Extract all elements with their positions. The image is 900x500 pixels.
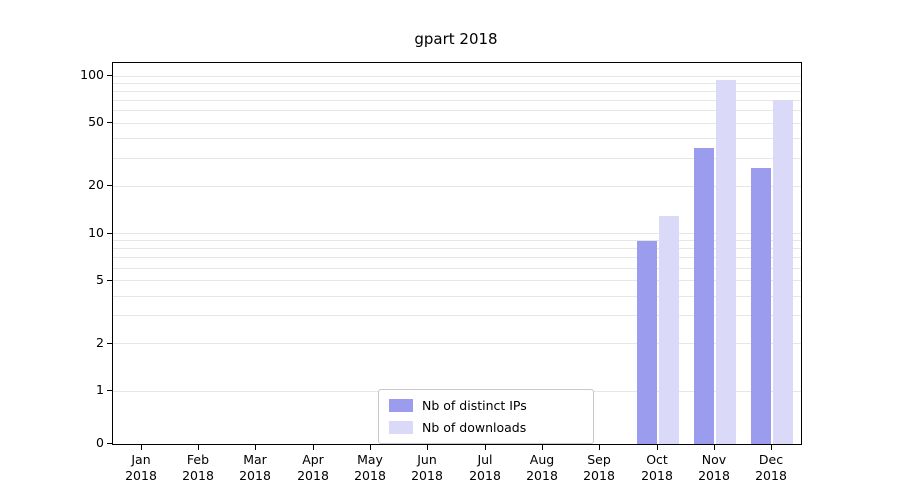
y-tick-mark-50: [107, 122, 112, 123]
y-tick-label-20: 20: [88, 177, 104, 193]
x-tick-mark-5: [370, 445, 371, 450]
x-tick-mark-1: [141, 445, 142, 450]
x-tick-label-jul: Jul 2018: [469, 452, 501, 484]
x-tick-mark-8: [542, 445, 543, 450]
y-tick-label-10: 10: [88, 224, 104, 240]
bar-distinct-ips-oct: [636, 240, 657, 444]
y-tick-mark-2: [107, 343, 112, 344]
x-tick-label-feb: Feb 2018: [182, 452, 214, 484]
gridline-y-100: [113, 75, 801, 77]
legend: Nb of distinct IPs Nb of downloads: [378, 389, 594, 444]
plot-area: [112, 62, 802, 445]
y-tick-mark-10: [107, 233, 112, 234]
bar-distinct-ips-dec: [751, 168, 772, 444]
gridline-y-6: [113, 267, 801, 269]
gridline-y-80: [113, 90, 801, 92]
y-tick-label-1: 1: [96, 382, 104, 397]
bar-downloads-dec: [773, 100, 794, 444]
bar-downloads-oct: [658, 215, 679, 444]
gridline-y-10: [113, 233, 801, 234]
gridline-y-50: [113, 122, 801, 124]
y-tick-mark-0: [107, 443, 112, 444]
x-tick-label-oct: Oct 2018: [641, 452, 673, 484]
gridline-y-30: [113, 157, 801, 159]
y-tick-mark-20: [107, 185, 112, 186]
x-tick-label-may: May 2018: [354, 452, 386, 484]
x-tick-label-jan: Jan 2018: [125, 452, 157, 484]
bar-downloads-nov: [716, 79, 736, 444]
x-tick-mark-2: [198, 445, 199, 450]
gridline-y-40: [113, 138, 801, 140]
y-tick-label-5: 5: [96, 271, 104, 287]
gridline-y-60: [113, 110, 801, 112]
x-tick-mark-6: [427, 445, 428, 450]
gridline-y-7: [113, 257, 801, 259]
legend-label-downloads: Nb of downloads: [422, 420, 527, 435]
chart-title: gpart 2018: [414, 30, 498, 48]
x-tick-label-dec: Dec 2018: [755, 452, 787, 484]
y-tick-mark-1: [107, 390, 112, 391]
gridline-y-8: [113, 248, 801, 250]
x-tick-label-jun: Jun 2018: [411, 452, 443, 484]
legend-item-distinct-ips: Nb of distinct IPs: [389, 398, 583, 413]
gridline-y-9: [113, 240, 801, 242]
x-tick-label-apr: Apr 2018: [297, 452, 329, 484]
gridline-y-20: [113, 185, 801, 187]
y-tick-mark-100: [107, 75, 112, 76]
x-tick-mark-11: [714, 445, 715, 450]
gridline-y-4: [113, 295, 801, 297]
x-tick-label-sep: Sep 2018: [583, 452, 615, 484]
x-tick-label-mar: Mar 2018: [239, 452, 271, 484]
x-tick-mark-9: [599, 445, 600, 450]
gridline-y-3: [113, 315, 801, 317]
y-tick-label-2: 2: [96, 334, 104, 350]
y-tick-label-0: 0: [96, 435, 104, 450]
legend-label-distinct-ips: Nb of distinct IPs: [422, 398, 527, 413]
gridline-y-5: [113, 280, 801, 282]
x-tick-mark-10: [657, 445, 658, 450]
x-tick-mark-4: [313, 445, 314, 450]
legend-item-downloads: Nb of downloads: [389, 420, 583, 435]
gridline-y-70: [113, 99, 801, 101]
bar-distinct-ips-nov: [694, 147, 714, 444]
x-tick-mark-3: [255, 445, 256, 450]
legend-swatch-distinct-ips: [389, 399, 413, 412]
y-tick-mark-5: [107, 280, 112, 281]
x-tick-mark-7: [485, 445, 486, 450]
x-tick-label-aug: Aug 2018: [526, 452, 558, 484]
y-tick-label-100: 100: [80, 67, 104, 82]
gridline-y-2: [113, 343, 801, 345]
x-tick-label-nov: Nov 2018: [698, 452, 730, 484]
x-tick-mark-12: [771, 445, 772, 450]
gridline-y-90: [113, 82, 801, 84]
legend-swatch-downloads: [389, 421, 413, 434]
y-tick-label-50: 50: [88, 114, 104, 130]
